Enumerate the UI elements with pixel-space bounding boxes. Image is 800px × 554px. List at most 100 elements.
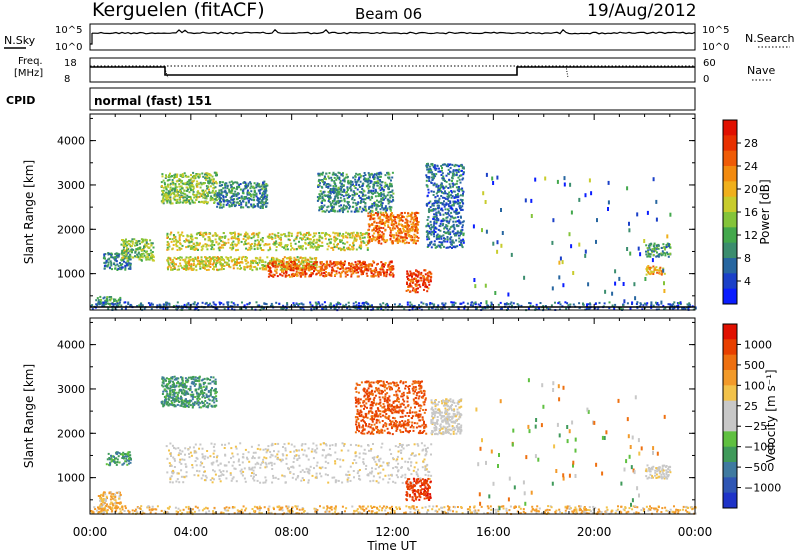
power-cell bbox=[305, 272, 308, 275]
power-cell bbox=[366, 240, 369, 243]
power-cell bbox=[445, 174, 448, 177]
power-cell bbox=[261, 205, 264, 207]
power-cell bbox=[370, 216, 373, 219]
power-cell bbox=[413, 236, 416, 239]
power-cell bbox=[250, 261, 253, 263]
power-cell bbox=[112, 303, 115, 306]
power-cell bbox=[527, 307, 530, 310]
power-cell bbox=[427, 222, 430, 225]
power-cell bbox=[200, 233, 203, 236]
power-cell bbox=[295, 274, 298, 277]
power-cell bbox=[299, 307, 302, 310]
power-cell bbox=[442, 175, 445, 178]
power-cell bbox=[376, 214, 379, 217]
power-cell bbox=[219, 258, 221, 260]
power-cell bbox=[249, 243, 252, 246]
power-cell bbox=[247, 248, 249, 251]
power-cell bbox=[456, 230, 459, 233]
power-cell bbox=[361, 237, 364, 239]
power-cell bbox=[341, 266, 344, 269]
power-cell bbox=[246, 266, 249, 269]
power-cell bbox=[247, 206, 250, 209]
power-cell bbox=[664, 252, 667, 255]
power-cell bbox=[407, 230, 410, 232]
power-cell bbox=[411, 275, 413, 278]
power-cell bbox=[283, 268, 286, 271]
power-cell bbox=[342, 236, 345, 239]
power-cell bbox=[182, 175, 184, 177]
power-cell bbox=[265, 200, 267, 203]
power-cell bbox=[195, 264, 198, 267]
power-cell bbox=[147, 243, 150, 245]
power-cell bbox=[391, 222, 394, 225]
power-cell bbox=[440, 182, 443, 185]
power-cell bbox=[112, 256, 115, 259]
power-cell bbox=[123, 249, 126, 252]
power-cell bbox=[217, 194, 220, 197]
power-cell bbox=[228, 188, 231, 191]
power-cell bbox=[452, 230, 455, 233]
power-cell bbox=[358, 244, 361, 247]
power-cell bbox=[461, 205, 464, 208]
power-cell bbox=[351, 193, 354, 196]
power-cell bbox=[307, 231, 310, 234]
power-cell bbox=[366, 197, 368, 199]
power-cell bbox=[447, 212, 450, 215]
power-cell bbox=[374, 239, 377, 242]
power-cell bbox=[441, 169, 443, 172]
power-cell bbox=[142, 252, 145, 255]
power-cell bbox=[450, 180, 453, 182]
power-cell bbox=[252, 260, 255, 262]
power-cell bbox=[362, 301, 365, 304]
power-cell bbox=[212, 256, 215, 259]
power-cell bbox=[426, 184, 429, 187]
power-cell bbox=[370, 269, 373, 272]
power-cell bbox=[376, 191, 379, 194]
power-cell bbox=[190, 245, 193, 247]
power-cell bbox=[334, 189, 336, 192]
power-cell bbox=[435, 192, 438, 195]
power-cell bbox=[178, 257, 181, 260]
power-cell bbox=[294, 242, 297, 245]
power-cell bbox=[229, 266, 232, 269]
power-cell bbox=[351, 267, 354, 270]
power-cell bbox=[384, 206, 387, 209]
power-cell bbox=[420, 271, 423, 274]
power-cell bbox=[352, 244, 355, 247]
power-cell bbox=[349, 183, 352, 186]
power-cell bbox=[293, 248, 296, 251]
power-cells bbox=[90, 162, 697, 312]
power-cell bbox=[245, 239, 247, 242]
power-cell bbox=[399, 235, 402, 238]
power-cell bbox=[140, 253, 143, 256]
power-cell bbox=[206, 248, 209, 251]
power-cell bbox=[406, 270, 409, 273]
power-cell bbox=[286, 302, 289, 305]
power-cell bbox=[122, 240, 125, 243]
power-cell bbox=[214, 233, 217, 235]
power-cell bbox=[414, 228, 417, 231]
power-cell bbox=[219, 201, 222, 204]
power-cell bbox=[389, 207, 392, 210]
power-cell bbox=[176, 249, 179, 251]
power-cell bbox=[187, 175, 190, 178]
power-cell bbox=[193, 179, 196, 182]
power-cell bbox=[376, 263, 378, 266]
power-cell bbox=[262, 186, 265, 189]
power-cell bbox=[452, 202, 455, 205]
power-cell bbox=[444, 237, 447, 240]
power-cell bbox=[443, 230, 446, 233]
power-cell bbox=[433, 235, 436, 238]
power-cell bbox=[315, 248, 318, 251]
power-cell bbox=[254, 265, 257, 268]
power-cell bbox=[337, 247, 340, 250]
power-cell bbox=[432, 225, 435, 228]
power-cell bbox=[356, 266, 359, 269]
power-cell bbox=[207, 239, 210, 242]
power-cell bbox=[226, 202, 229, 205]
power-cell bbox=[202, 260, 205, 263]
power-cell bbox=[360, 246, 363, 249]
power-cell bbox=[274, 269, 276, 272]
power-cell bbox=[272, 275, 275, 278]
power-cell bbox=[327, 175, 330, 178]
